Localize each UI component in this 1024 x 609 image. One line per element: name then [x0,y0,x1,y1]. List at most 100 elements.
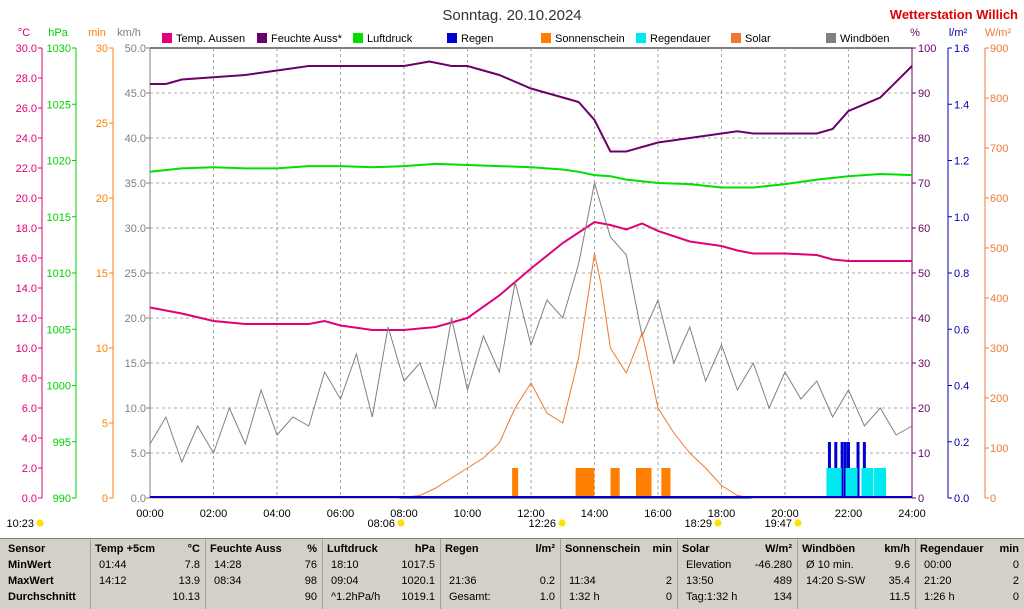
temp-tick-label: 30.0 [16,43,37,55]
series-sonnenschein-bar [512,468,519,498]
min-tick-label: 10 [96,343,108,355]
stat-column: Regendauer min 00:00 0 21:20 2 1:26 h 0 [915,539,1024,609]
time-tick-label: 24:00 [898,508,926,520]
legend-swatch [257,33,267,43]
kmh-tick-label: 35.0 [125,178,146,190]
series-windb-en-line [149,182,913,464]
stat-time: 01:44 [99,559,127,571]
pct-tick-label: 70 [918,178,930,190]
min-tick-label: 5 [102,418,108,430]
row-label-avg: Durchschnitt [8,591,76,603]
stat-header: Windböen [802,543,856,555]
series-sonnenschein-bar [581,468,588,498]
time-tick-label: 04:00 [263,508,291,520]
stat-value: 35.4 [888,575,910,587]
legend-label: Regen [461,33,493,45]
stat-time: 21:36 [449,575,477,587]
wm2-tick-label: 500 [990,243,1008,255]
temp-tick-label: 0.0 [22,493,37,505]
series-regendauer-bar [845,468,858,498]
stat-column: Solar W/m² Elevation -46.280 13:50 489 Tag:1:3… [677,539,798,609]
series-sonnenschein-bar [639,468,646,498]
time-tick-label: 16:00 [644,508,672,520]
temp-tick-label: 10.0 [16,343,37,355]
weather-chart: Sonntag. 20.10.2024 Wetterstation Willic… [6,7,1018,530]
stat-time: 14:28 [214,559,242,571]
series-regen-bar [840,442,844,498]
min-tick-label: 0 [102,493,108,505]
time-tick-label: 14:00 [581,508,609,520]
stat-unit: % [307,543,317,555]
wm2-tick-label: 100 [990,443,1008,455]
stat-unit: min [999,543,1019,555]
stat-unit: °C [187,543,200,555]
time-tick-label: 20:00 [771,508,799,520]
sun-icon [714,519,722,527]
temp-tick-label: 24.0 [16,133,37,145]
kmh-tick-label: 50.0 [125,43,146,55]
sun-events: 10:23 08:06 12:26 18:29 19:47 [6,518,802,530]
series-luftdruck-line [149,162,913,189]
sun-icon [36,519,44,527]
legend-label: Sonnenschein [555,33,625,45]
stat-value: 134 [773,591,792,603]
unit-celsius: °C [18,27,30,39]
kmh-tick-label: 25.0 [125,268,146,280]
unit-percent: % [910,27,920,39]
row-label-max: MaxWert [8,575,54,587]
pct-tick-label: 10 [918,448,930,460]
temp-tick-label: 28.0 [16,73,37,85]
hpa-tick-label: 1025 [47,99,71,111]
min-tick-label: 25 [96,118,108,130]
hpa-tick-label: 1010 [47,268,71,280]
stat-column: Windböen km/h Ø 10 min. 9.6 14:20 S-SW 35.4 11… [797,539,916,609]
time-tick-label: 10:00 [454,508,482,520]
stat-time: 11:34 [569,575,596,587]
legend-label: Windböen [840,33,890,45]
wm2-tick-label: 600 [990,193,1008,205]
time-tick-label: 12:00 [517,508,545,520]
series-sonnenschein-bar [588,468,595,498]
legend-label: Solar [745,33,771,45]
stat-value: 1.0 [539,591,555,603]
temp-tick-label: 20.0 [16,193,37,205]
sun-icon [558,519,566,527]
legend-label: Luftdruck [367,33,413,45]
series-regendauer-bar [874,468,887,498]
stat-time: Gesamt: [449,591,491,603]
stat-header: Regendauer [920,543,984,555]
stat-column: Regen l/m² 21:36 0.2 Gesamt: 1.0 [440,539,561,609]
series-feuchte-auss-line [150,60,913,153]
sun-event-label: 12:26 [528,518,556,530]
kmh-tick-label: 5.0 [131,448,146,460]
legend-swatch [636,33,646,43]
series-sonnenschein-bar [642,468,649,498]
stat-value: 9.6 [894,559,910,571]
lm2-tick-label: 0.6 [954,324,969,336]
pct-tick-label: 0 [918,493,924,505]
chart-title: Sonntag. 20.10.2024 [442,7,581,24]
stat-value: 1017.5 [401,559,435,571]
legend-swatch [353,33,363,43]
stat-time: Elevation [686,559,732,571]
pct-tick-label: 80 [918,133,930,145]
stat-header: Regen [445,543,479,555]
pct-tick-label: 50 [918,268,930,280]
stat-value: 489 [773,575,792,587]
stat-value: 1019.1 [401,591,435,603]
lm2-tick-label: 0.0 [954,493,969,505]
stat-time: 08:34 [214,575,242,587]
wm2-tick-label: 800 [990,93,1008,105]
series-sonnenschein-bar [575,468,582,498]
legend-label: Regendauer [650,33,711,45]
time-tick-label: 00:00 [136,508,164,520]
temp-tick-label: 16.0 [16,253,37,265]
pct-tick-label: 90 [918,88,930,100]
wm2-tick-label: 300 [990,343,1008,355]
stat-value: 76 [304,559,317,571]
series-sonnenschein-bar [610,468,617,498]
wm2-tick-label: 400 [990,293,1008,305]
stat-unit: km/h [884,543,910,555]
legend-swatch [447,33,457,43]
temp-tick-label: 4.0 [22,433,37,445]
